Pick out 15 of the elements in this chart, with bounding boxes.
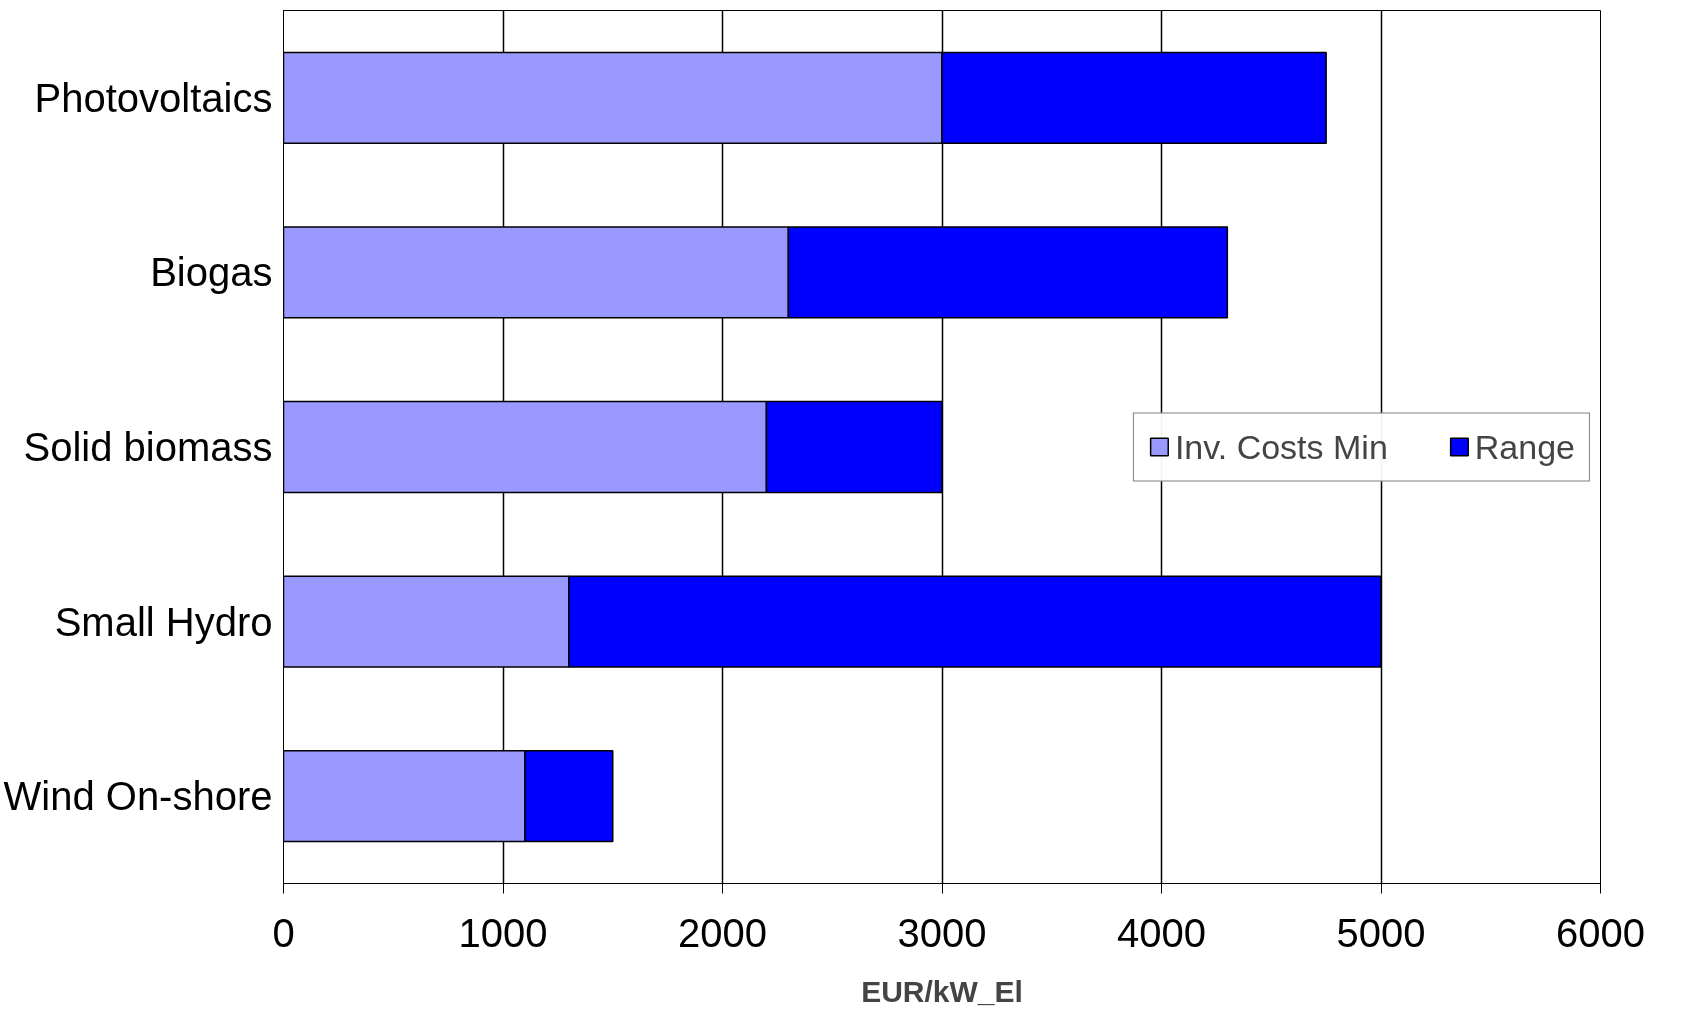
- y-tick-label: Wind On-shore: [3, 774, 273, 819]
- y-tick-label: Photovoltaics: [34, 75, 273, 120]
- x-tick-label: 2000: [678, 910, 767, 955]
- x-tick-label: 0: [272, 910, 295, 955]
- y-tick-label: Biogas: [150, 250, 273, 295]
- x-axis-title: EUR/kW_El: [861, 974, 1023, 1008]
- x-tick-label: 6000: [1556, 910, 1645, 955]
- y-tick-label: Small Hydro: [54, 599, 273, 644]
- legend-label: Inv. Costs Min: [1174, 427, 1388, 466]
- legend-label: Range: [1474, 427, 1575, 466]
- y-tick-label: Solid biomass: [23, 425, 273, 469]
- x-tick-label: 3000: [897, 910, 987, 955]
- x-tick-label: 5000: [1336, 910, 1426, 955]
- x-tick-label: 1000: [458, 910, 548, 955]
- x-tick-label: 4000: [1117, 910, 1206, 955]
